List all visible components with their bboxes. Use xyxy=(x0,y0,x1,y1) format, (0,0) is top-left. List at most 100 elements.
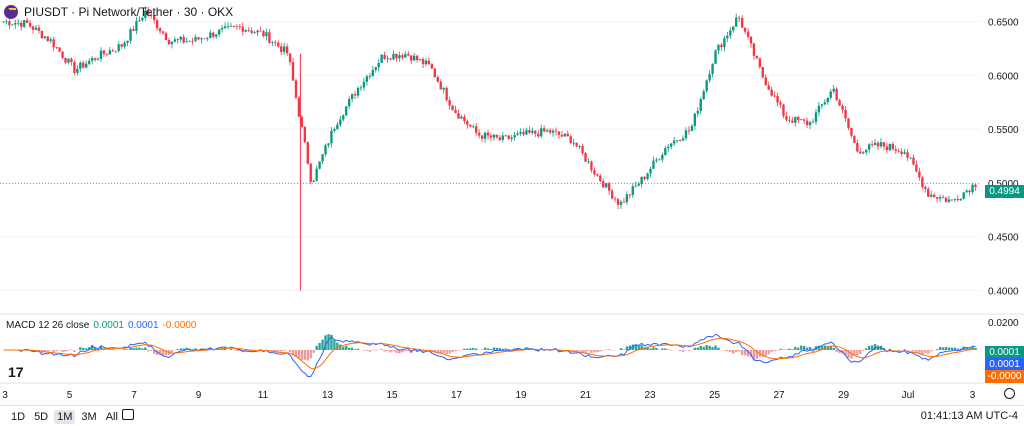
macd-histogram-bar xyxy=(833,348,835,350)
candle-body xyxy=(599,176,601,182)
time-tick-label: 25 xyxy=(709,390,721,401)
candle-body xyxy=(180,37,182,40)
macd-histogram-bar xyxy=(578,350,580,351)
macd-histogram-bar xyxy=(620,348,622,350)
macd-histogram-bar xyxy=(957,349,959,350)
time-tick-label: 9 xyxy=(196,390,202,401)
macd-histogram-bar xyxy=(380,349,382,350)
candle-body xyxy=(336,125,338,129)
settings-gear-icon[interactable] xyxy=(1004,388,1015,399)
candle-body xyxy=(91,58,93,61)
candle-body xyxy=(673,140,675,143)
candle-body xyxy=(112,50,114,51)
macd-histogram-bar xyxy=(47,350,49,351)
macd-histogram-bar xyxy=(717,348,719,350)
macd-histogram-bar xyxy=(493,347,495,350)
candle-body xyxy=(55,47,57,48)
macd-histogram-bar xyxy=(383,350,385,352)
candle-body xyxy=(567,134,569,136)
candle-body xyxy=(292,62,294,81)
macd-histogram-bar xyxy=(868,346,870,350)
candle-body xyxy=(605,183,607,187)
macd-histogram-bar xyxy=(298,350,300,359)
macd-histogram-bar xyxy=(180,348,182,350)
macd-histogram-bar xyxy=(475,349,477,350)
candle-body xyxy=(921,177,923,187)
candle-body xyxy=(330,131,332,144)
candles xyxy=(2,7,976,291)
macd-histogram-bar xyxy=(64,350,66,352)
range-all[interactable]: All xyxy=(103,410,121,424)
macd-histogram-bar xyxy=(626,346,628,350)
candle-body xyxy=(531,131,533,133)
macd-line xyxy=(4,334,976,376)
candle-body xyxy=(608,183,610,191)
range-1m[interactable]: 1M xyxy=(54,410,75,424)
macd-histogram-bar xyxy=(599,350,601,351)
candle-body xyxy=(448,100,450,105)
macd-histogram-bar xyxy=(301,350,303,360)
macd-histogram-bar xyxy=(859,350,861,354)
candle-body xyxy=(830,92,832,98)
bottom-toolbar: 1D 5D 1M 3M All 01:41:13 AM UTC-4 xyxy=(0,405,1024,426)
candle-body xyxy=(262,31,264,36)
symbol-title[interactable]: PIUSDT · Pi Network/Tether · 30 · OKX xyxy=(24,5,233,19)
macd-histogram-bar xyxy=(652,347,654,350)
candle-body xyxy=(76,69,78,73)
candle-body xyxy=(915,164,917,171)
candle-body xyxy=(508,136,510,139)
candle-body xyxy=(363,82,365,88)
range-3m[interactable]: 3M xyxy=(78,410,99,424)
macd-histogram-bar xyxy=(744,350,746,355)
macd-histogram-bar xyxy=(369,350,371,352)
candle-body xyxy=(570,136,572,143)
macd-label[interactable]: MACD 12 26 close xyxy=(6,320,89,331)
candle-body xyxy=(965,190,967,192)
candle-body xyxy=(691,126,693,131)
range-1d[interactable]: 1D xyxy=(8,410,28,424)
candle-body xyxy=(392,54,394,60)
macd-histogram-bar xyxy=(593,350,595,352)
candle-body xyxy=(177,39,179,40)
candle-body xyxy=(5,21,7,22)
macd-histogram-bar xyxy=(655,348,657,350)
candle-body xyxy=(253,32,255,33)
candle-body xyxy=(564,134,566,137)
candle-body xyxy=(726,36,728,38)
candle-body xyxy=(35,28,37,30)
candle-body xyxy=(561,135,563,137)
macd-histogram-bar xyxy=(363,350,365,351)
candle-body xyxy=(768,85,770,89)
range-5d[interactable]: 5D xyxy=(31,410,51,424)
candle-body xyxy=(342,115,344,119)
macd-histogram-bar xyxy=(53,350,55,352)
macd-legend: MACD 12 26 close 0.0001 0.0001 -0.0000 xyxy=(6,320,196,331)
macd-histogram-bar xyxy=(708,346,710,350)
candle-body xyxy=(939,197,941,198)
time-tick-label: 3 xyxy=(2,390,8,401)
candle-body xyxy=(440,82,442,90)
candle-body xyxy=(478,133,480,136)
macd-histogram-bar xyxy=(443,350,445,353)
time-tick-label: 13 xyxy=(322,390,334,401)
macd-histogram-bar xyxy=(357,349,359,350)
candle-body xyxy=(960,199,962,200)
candle-body xyxy=(649,169,651,174)
macd-histogram-bar xyxy=(670,350,672,351)
tradingview-logo[interactable]: 17 xyxy=(8,364,24,380)
clock[interactable]: 01:41:13 AM UTC-4 xyxy=(921,410,1018,422)
candle-body xyxy=(794,117,796,123)
candle-body xyxy=(555,131,557,132)
candle-body xyxy=(380,55,382,63)
candle-body xyxy=(676,140,678,141)
candle-body xyxy=(395,54,397,58)
candle-body xyxy=(245,30,247,32)
candle-body xyxy=(968,190,970,192)
macd-histogram-bar xyxy=(144,348,146,350)
calendar-icon[interactable] xyxy=(122,409,134,420)
candle-body xyxy=(369,76,371,77)
macd-histogram-bar xyxy=(788,349,790,350)
macd-histogram-bar xyxy=(735,350,737,352)
candle-body xyxy=(58,47,60,51)
